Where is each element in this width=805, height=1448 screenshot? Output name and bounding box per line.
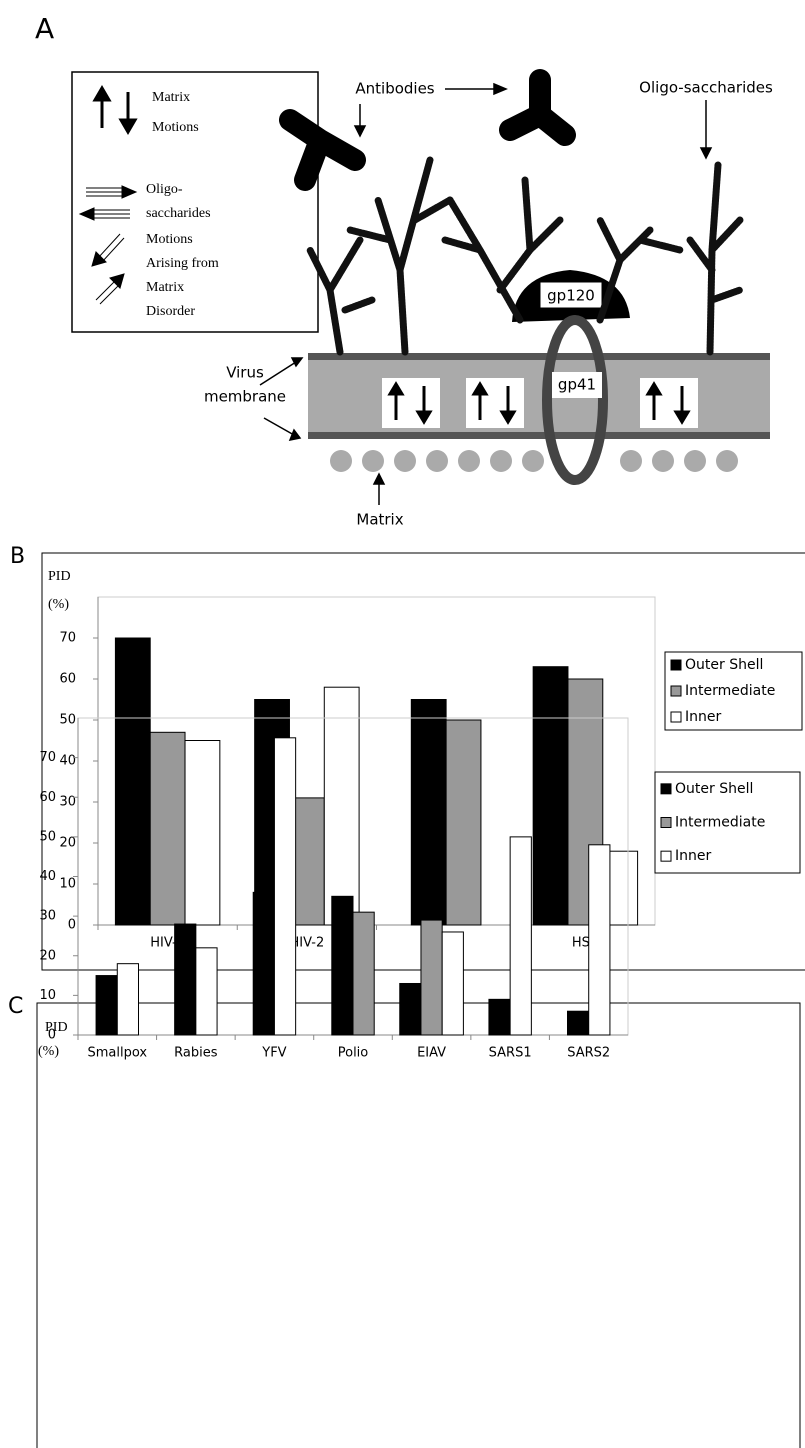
legend-box <box>72 72 318 332</box>
bar <box>442 932 463 1035</box>
legend-text: Oligo- <box>146 182 183 197</box>
bar <box>253 892 274 1035</box>
legend-swatch <box>661 818 671 828</box>
panel-label: C <box>8 994 23 1019</box>
legend-swatch <box>661 851 671 861</box>
legend-text: Matrix <box>146 280 184 295</box>
bar <box>332 896 353 1035</box>
y-tick-label: 30 <box>39 909 56 924</box>
y-tick-label: 20 <box>59 836 76 851</box>
membrane-label: membrane <box>204 388 286 406</box>
page: A B C Matrix Motions Oligo- saccharides … <box>0 0 805 1448</box>
bar <box>411 700 446 926</box>
legend-swatch <box>671 660 681 670</box>
y-axis-label: (%) <box>48 597 69 612</box>
bar <box>274 738 295 1035</box>
y-tick-label: 70 <box>59 631 76 646</box>
gp41-label: gp41 <box>558 376 596 394</box>
legend-text: Motions <box>152 120 199 135</box>
legend-swatch <box>671 686 681 696</box>
y-tick-label: 10 <box>39 988 56 1003</box>
x-tick-label: Polio <box>338 1046 369 1061</box>
y-tick-label: 20 <box>39 948 56 963</box>
bar <box>510 837 531 1035</box>
legend-icons <box>80 88 136 304</box>
bar <box>489 999 510 1035</box>
antibodies-label: Antibodies <box>355 80 434 98</box>
panel-label: B <box>10 544 25 569</box>
x-tick-label: EIAV <box>417 1046 446 1061</box>
x-tick-label: SARS2 <box>567 1046 610 1061</box>
legend-text: Arising from <box>146 256 219 271</box>
bar <box>196 948 217 1035</box>
legend-swatch <box>671 712 681 722</box>
diagram: Matrix Motions Oligo- saccharides Motion… <box>72 72 773 529</box>
y-tick-label: 40 <box>39 869 56 884</box>
y-tick-label: 0 <box>68 918 76 933</box>
legend-label: Intermediate <box>685 683 775 699</box>
y-tick-label: 50 <box>39 829 56 844</box>
legend-label: Outer Shell <box>675 781 753 797</box>
membrane-label: Virus <box>226 364 264 382</box>
bar <box>150 732 185 925</box>
bar <box>175 924 196 1035</box>
y-tick-label: 60 <box>39 790 56 805</box>
bar <box>446 720 481 925</box>
gp120-label: gp120 <box>547 287 595 305</box>
legend-text: Disorder <box>146 304 195 319</box>
matrix-label: Matrix <box>356 511 403 529</box>
bar <box>115 638 150 925</box>
bar <box>353 912 374 1035</box>
bar <box>185 741 220 926</box>
legend-text: saccharides <box>146 206 211 221</box>
oligosaccharides-label: Oligo-saccharides <box>639 79 773 97</box>
membrane-edge <box>308 432 770 439</box>
bar <box>533 667 568 925</box>
y-tick-label: 10 <box>59 877 76 892</box>
bar <box>96 976 117 1035</box>
chart-frame <box>37 1003 800 1448</box>
legend-swatch <box>661 784 671 794</box>
bar <box>324 687 359 925</box>
y-tick-label: 0 <box>48 1028 56 1043</box>
panel-label: A <box>35 12 54 45</box>
x-tick-label: Smallpox <box>87 1046 147 1061</box>
legend-label: Intermediate <box>675 815 765 831</box>
y-tick-label: 60 <box>59 672 76 687</box>
legend-text: Motions <box>146 232 193 247</box>
bar <box>421 920 442 1035</box>
x-tick-label: YFV <box>261 1046 286 1061</box>
legend-text: Matrix <box>152 90 190 105</box>
membrane <box>308 356 770 436</box>
y-axis-label: (%) <box>38 1044 59 1059</box>
x-tick-label: SARS1 <box>489 1046 532 1061</box>
legend-label: Inner <box>685 709 721 725</box>
legend-label: Outer Shell <box>685 657 763 673</box>
matrix-beads <box>330 450 738 472</box>
x-tick-label: Rabies <box>174 1046 218 1061</box>
bar <box>568 1011 589 1035</box>
bar <box>117 964 138 1035</box>
membrane-edge <box>308 353 770 360</box>
y-tick-label: 50 <box>59 713 76 728</box>
y-axis-label: PID <box>48 569 71 584</box>
y-tick-label: 40 <box>59 754 76 769</box>
figure: A B C Matrix Motions Oligo- saccharides … <box>0 0 805 1448</box>
oligosaccharides <box>310 160 740 352</box>
bar <box>589 845 610 1035</box>
bar <box>400 983 421 1035</box>
y-tick-label: 70 <box>39 750 56 765</box>
legend-label: Inner <box>675 848 711 864</box>
